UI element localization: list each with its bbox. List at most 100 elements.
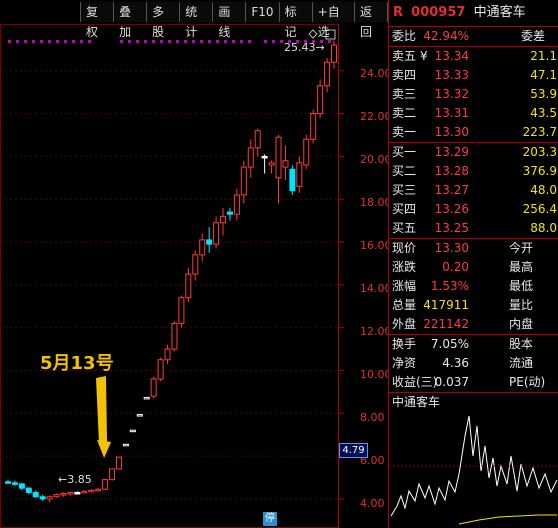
candle-body	[39, 496, 46, 500]
signal-dot	[200, 40, 203, 43]
signal-dot	[144, 40, 147, 43]
add-watchlist-button[interactable]: +自选	[311, 2, 354, 39]
y-tick-label: 24.00	[360, 67, 392, 80]
signal-dot	[232, 40, 235, 43]
divider	[389, 142, 558, 143]
buy-row[interactable]: 买五 13.25 88.0	[392, 221, 557, 235]
y-tick-label: 10.00	[360, 368, 392, 381]
kline-chart-panel[interactable]: 复权 叠加 多股 统计 画线 F10 标记 +自选 返回 24.00 22.00…	[0, 0, 392, 528]
sell-row[interactable]: 卖三 13.32 53.9	[392, 87, 557, 101]
candle-body	[178, 297, 185, 324]
signal-dot	[240, 40, 243, 43]
signal-dot	[208, 40, 211, 43]
stat-row: 涨跌 0.20 最高	[392, 260, 534, 274]
candle-body	[233, 194, 240, 215]
sell-row[interactable]: 卖二 13.31 43.5	[392, 106, 557, 120]
y-tick-label: 16.00	[360, 239, 392, 252]
signal-dot	[176, 40, 179, 43]
statistics-button[interactable]: 统计	[179, 2, 213, 39]
candle-body	[310, 113, 317, 140]
signal-dot	[168, 40, 171, 43]
candle-body	[109, 468, 116, 481]
signal-dot	[192, 40, 195, 43]
mini-tick-chart[interactable]	[389, 396, 558, 528]
signal-dot	[248, 40, 251, 43]
fuquan-button[interactable]: 复权	[80, 2, 114, 39]
stop-badge-icon: 停	[263, 512, 277, 526]
signal-dot	[280, 40, 283, 43]
overlay-button[interactable]: 叠加	[113, 2, 147, 39]
stat-row: 收益(三) 0.037 PE(动)	[392, 375, 546, 389]
divider	[389, 334, 558, 335]
signal-dot	[216, 40, 219, 43]
divider	[389, 46, 558, 47]
r-badge-icon: R	[393, 5, 404, 20]
buy-row[interactable]: 买三 13.27 48.0	[392, 183, 557, 197]
kline-chart[interactable]	[0, 0, 388, 528]
candle-body	[157, 359, 164, 380]
f10-button[interactable]: F10	[245, 2, 279, 22]
signal-dot	[80, 40, 83, 43]
candle-body	[95, 488, 102, 492]
multi-stock-button[interactable]: 多股	[146, 2, 180, 39]
candle-body	[226, 211, 233, 215]
candle-body	[74, 491, 81, 495]
signal-dot	[120, 40, 123, 43]
candle-body	[60, 493, 67, 496]
candle-body	[143, 396, 150, 400]
annotation-arrow	[96, 376, 108, 448]
mini-price-line	[390, 415, 558, 517]
candle-body	[115, 456, 122, 470]
candle-body	[199, 239, 206, 256]
weibi-row: 委比 42.94% 委差	[389, 27, 558, 46]
candle-body	[164, 348, 171, 361]
signal-dot	[296, 40, 299, 43]
signal-dot	[304, 40, 307, 43]
plot-frame	[0, 24, 339, 528]
signal-dot	[24, 40, 27, 43]
candle-body	[122, 443, 129, 447]
y-tick-label: 22.00	[360, 110, 392, 123]
annotation-label: 5月13号	[40, 353, 114, 374]
mark-button[interactable]: 标记	[278, 2, 312, 39]
candle-body	[192, 254, 199, 275]
signal-dot	[160, 40, 163, 43]
candle-body	[46, 496, 53, 500]
y-tick-label: 12.00	[360, 325, 392, 338]
signal-dot	[264, 40, 267, 43]
sell-row[interactable]: 卖五 ¥ 13.34 21.1	[392, 49, 557, 63]
candle-body	[102, 479, 109, 490]
buy-row[interactable]: 买四 13.26 256.4	[392, 202, 557, 216]
back-button[interactable]: 返回	[353, 2, 389, 39]
signal-dot	[224, 40, 227, 43]
buy-row[interactable]: 买二 13.28 376.9	[392, 164, 557, 178]
stat-row: 涨幅 1.53% 最低	[392, 279, 534, 293]
draw-line-button[interactable]: 画线	[212, 2, 246, 39]
signal-dot	[16, 40, 19, 43]
y-tick-label: 18.00	[360, 196, 392, 209]
signal-dot	[32, 40, 35, 43]
mini-avg-line	[458, 514, 557, 525]
mini-chart-title: 中通客车	[389, 392, 558, 411]
diamond-icon	[308, 29, 318, 39]
candle-body	[247, 147, 254, 168]
candle-body	[324, 61, 331, 87]
signal-dot	[72, 40, 75, 43]
candle-body	[136, 414, 143, 417]
candle-body	[67, 491, 74, 495]
current-price-tag: 4.79	[339, 443, 368, 458]
signal-dot	[48, 40, 51, 43]
stat-row: 净资 4.36 流通	[392, 356, 534, 370]
signal-dot	[40, 40, 43, 43]
stock-name: 中通客车	[473, 5, 526, 20]
sell-row[interactable]: 卖四 13.33 47.1	[392, 68, 557, 82]
buy-row[interactable]: 买一 13.29 203.3	[392, 145, 557, 159]
sell-row[interactable]: 卖一 13.30 223.7	[392, 125, 557, 139]
candle-body	[5, 481, 11, 484]
divider	[389, 238, 558, 239]
candle-body	[185, 273, 192, 299]
candle-body	[303, 138, 310, 166]
y-tick-label: 8.00	[360, 411, 385, 424]
weibi-value: 42.94%	[423, 29, 469, 43]
candle-body	[289, 168, 296, 192]
